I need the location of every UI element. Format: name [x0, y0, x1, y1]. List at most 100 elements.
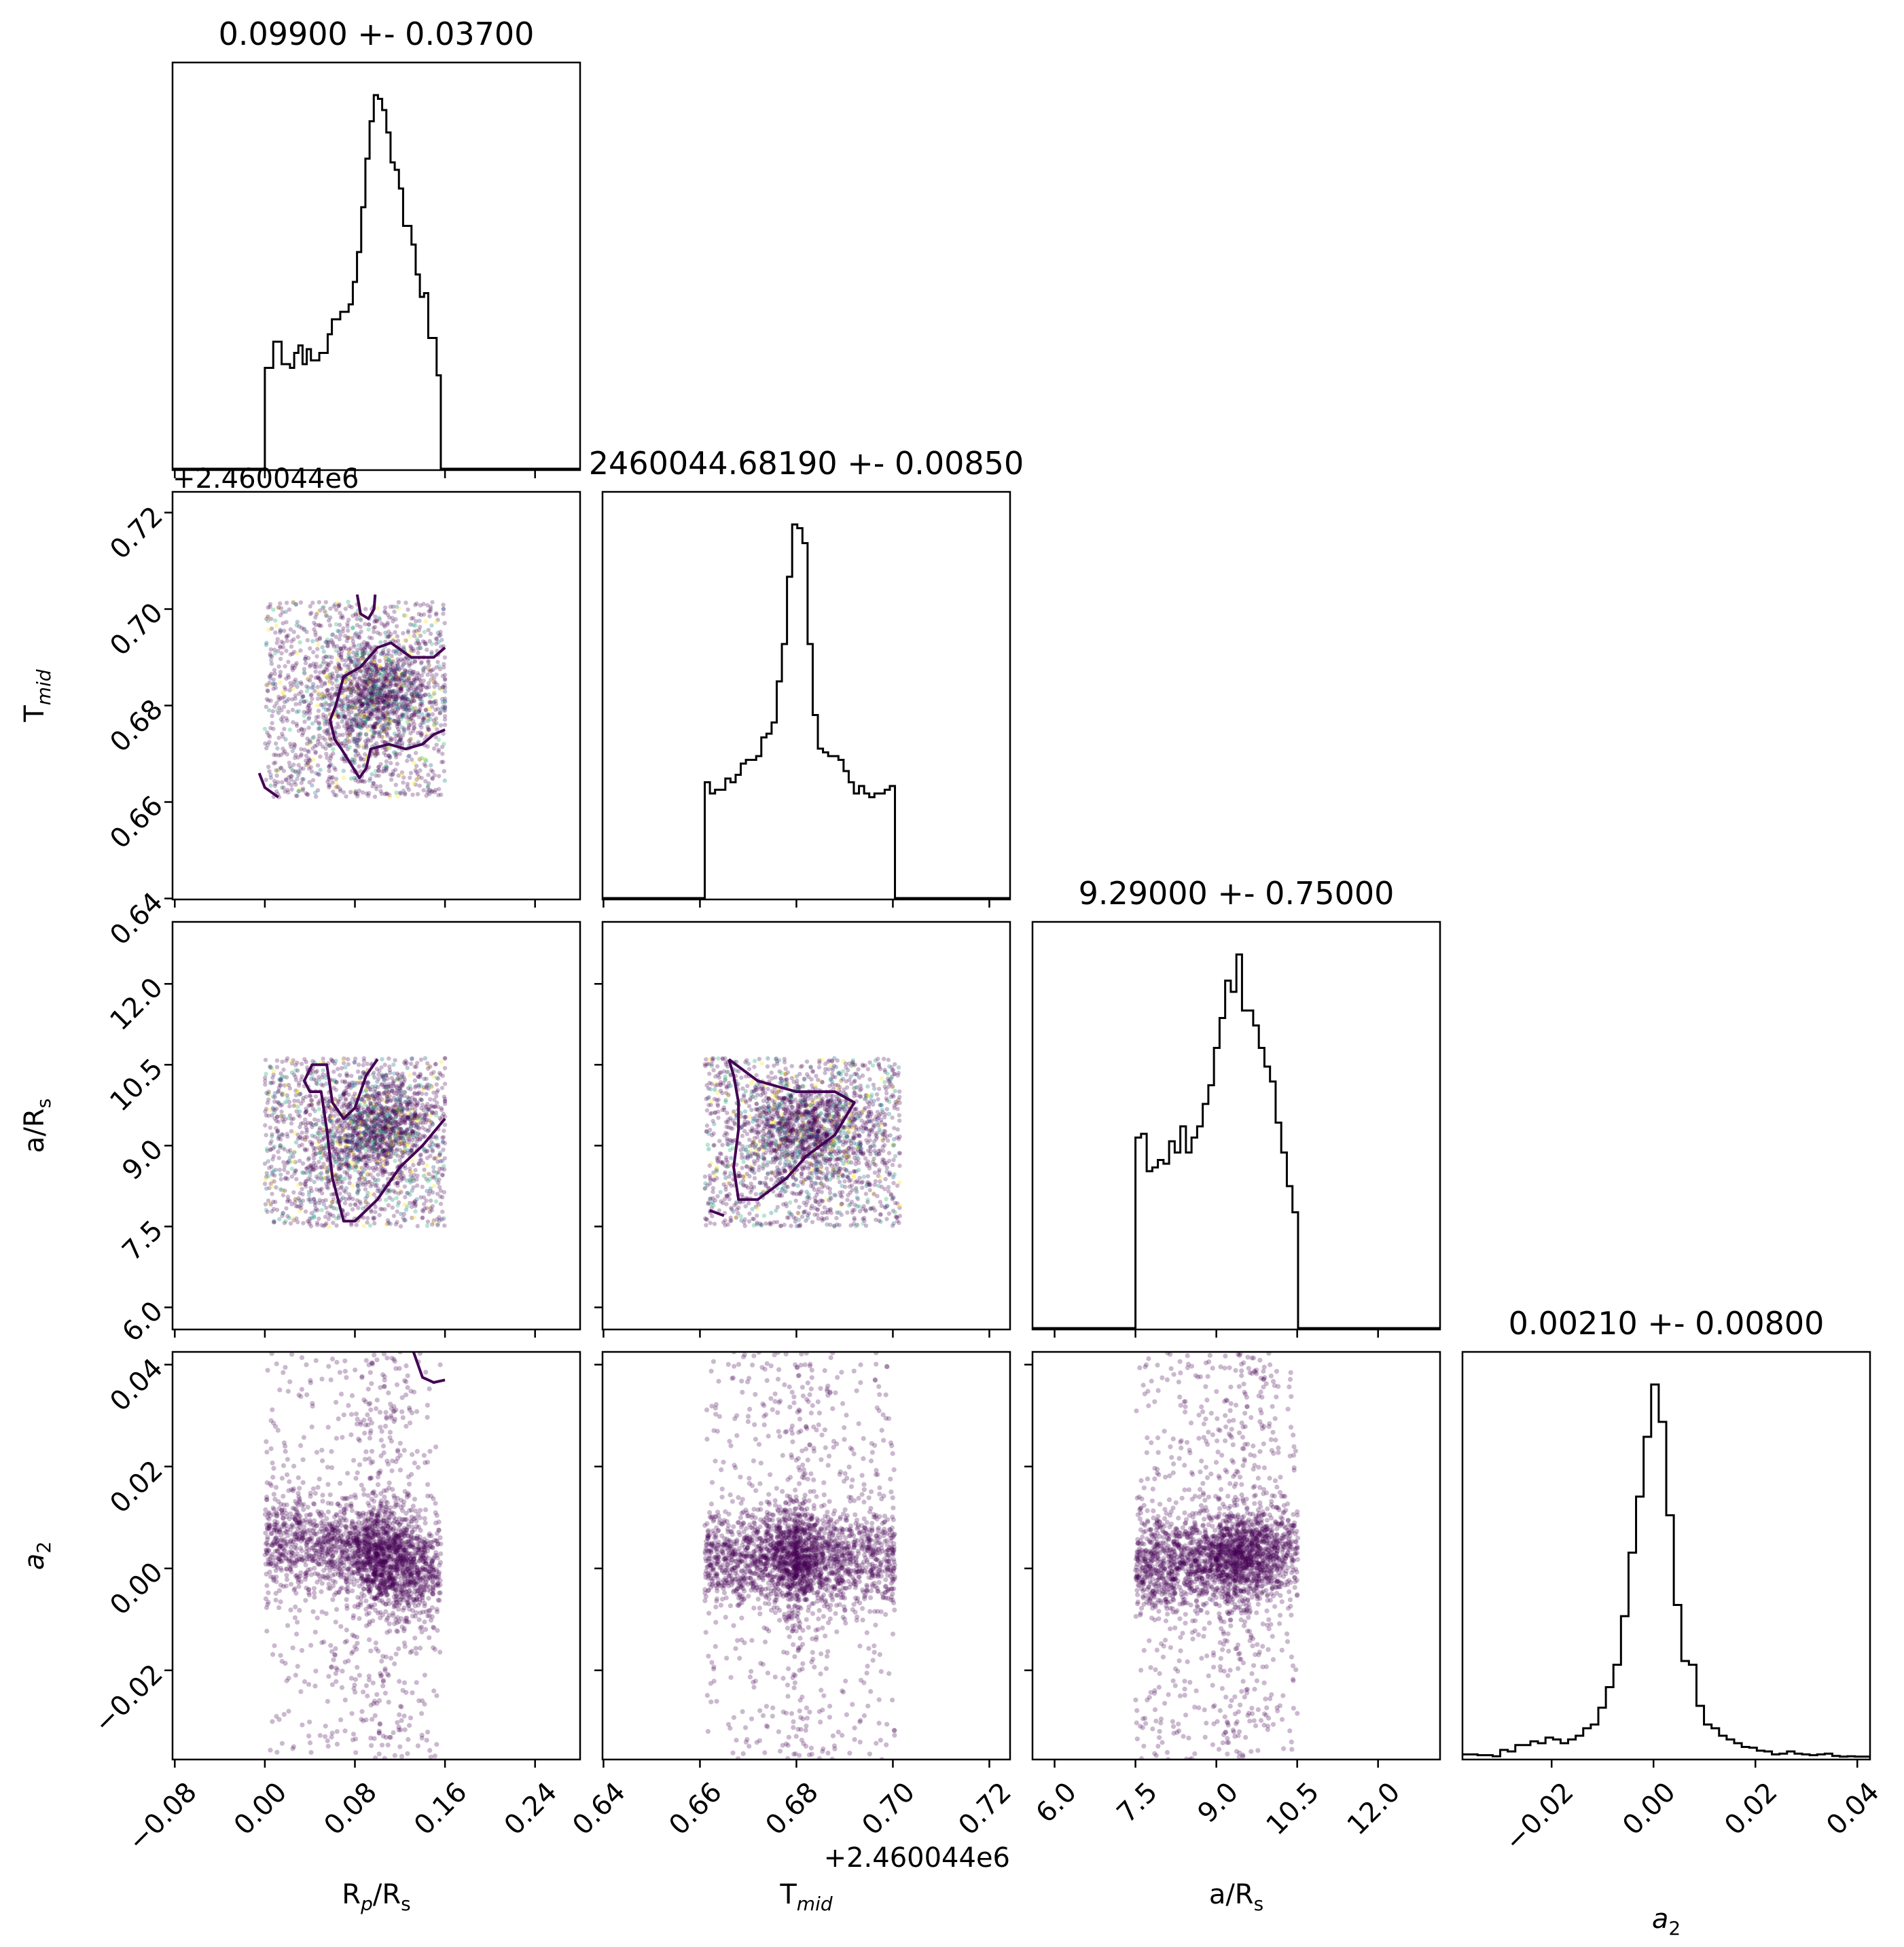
- scatter-point: [413, 1134, 418, 1139]
- scatter-point: [309, 692, 314, 697]
- scatter-point: [293, 1197, 298, 1202]
- scatter-point: [343, 1161, 348, 1166]
- scatter-point: [268, 605, 272, 609]
- scatter-point: [418, 1115, 423, 1121]
- scatter-point: [376, 671, 381, 676]
- scatter-point: [394, 698, 399, 702]
- scatter-point: [403, 1132, 408, 1137]
- scatter-point: [325, 1170, 329, 1175]
- scatter-point: [382, 609, 387, 614]
- scatter-point: [389, 1087, 395, 1092]
- scatter-point: [374, 1116, 378, 1121]
- scatter-point: [366, 1107, 371, 1111]
- scatter-point: [390, 1109, 395, 1113]
- scatter-point: [419, 701, 424, 706]
- scatter-point: [418, 1097, 423, 1102]
- scatter-point: [363, 1155, 367, 1160]
- scatter-point: [298, 770, 302, 774]
- scatter-point: [308, 1177, 313, 1182]
- scatter-point: [349, 1141, 355, 1145]
- scatter-point: [310, 1124, 315, 1130]
- scatter-point: [312, 1167, 317, 1173]
- scatter-point: [333, 1146, 338, 1151]
- scatter-point: [376, 719, 380, 725]
- scatter-point: [403, 702, 408, 707]
- scatter-point: [369, 692, 374, 696]
- scatter-point: [393, 698, 398, 702]
- scatter-point: [391, 709, 397, 715]
- scatter-point: [288, 774, 293, 779]
- scatter-point: [414, 694, 420, 698]
- scatter-point: [383, 699, 389, 704]
- scatter-point: [311, 1196, 317, 1201]
- scatter-point: [388, 1115, 393, 1120]
- scatter-point: [329, 676, 334, 681]
- scatter-point: [266, 698, 271, 703]
- scatter-point: [350, 659, 355, 664]
- scatter-point: [370, 724, 376, 728]
- scatter-point: [378, 1137, 383, 1142]
- scatter-point: [329, 1145, 335, 1149]
- scatter-point: [298, 680, 304, 685]
- scatter-point: [336, 1176, 341, 1181]
- scatter-point: [405, 1142, 410, 1147]
- scatter-point: [418, 681, 423, 686]
- scatter-point: [410, 1056, 414, 1060]
- scatter-point: [322, 719, 327, 724]
- scatter-point: [418, 1153, 423, 1158]
- scatter-point: [268, 775, 274, 780]
- scatter-point: [406, 1148, 410, 1153]
- scatter-point: [363, 1110, 368, 1115]
- scatter-point: [375, 694, 380, 700]
- scatter-point: [383, 1073, 389, 1078]
- scatter-point: [293, 1088, 298, 1093]
- scatter-point: [403, 1099, 408, 1105]
- scatter-point: [334, 1177, 339, 1181]
- scatter-point: [346, 1163, 351, 1168]
- scatter-point: [288, 1221, 293, 1226]
- scatter-point: [314, 664, 319, 670]
- scatter-point: [403, 1062, 408, 1067]
- scatter-point: [374, 697, 378, 702]
- scatter-point: [395, 717, 401, 722]
- scatter-point: [435, 1221, 440, 1226]
- scatter-point: [298, 640, 302, 645]
- scatter-point: [323, 737, 327, 742]
- scatter-point: [334, 1058, 338, 1063]
- scatter-point: [296, 789, 302, 793]
- scatter-point: [376, 683, 380, 689]
- scatter-point: [358, 687, 363, 692]
- scatter-point: [353, 719, 358, 724]
- scatter-point: [357, 712, 362, 717]
- scatter-point: [400, 1154, 406, 1158]
- scatter-point: [402, 671, 408, 676]
- scatter-point: [355, 1131, 360, 1137]
- scatter-point: [433, 680, 437, 685]
- scatter-point: [429, 763, 433, 768]
- scatter-point: [380, 1075, 386, 1080]
- scatter-point: [336, 673, 340, 679]
- scatter-point: [393, 694, 399, 699]
- scatter-point: [329, 1115, 334, 1120]
- scatter-point: [380, 1140, 384, 1145]
- scatter-point: [391, 1128, 396, 1133]
- scatter-point: [298, 766, 303, 771]
- scatter-point: [372, 1143, 377, 1147]
- scatter-point: [414, 1124, 419, 1128]
- scatter-point: [293, 1103, 298, 1107]
- scatter-point: [272, 1091, 278, 1096]
- scatter-point: [285, 639, 289, 643]
- scatter-point: [359, 629, 363, 634]
- scatter-point: [382, 1082, 388, 1087]
- scatter-point: [340, 1105, 344, 1109]
- scatter-point: [416, 1090, 422, 1095]
- scatter-point: [374, 1156, 379, 1161]
- scatter-point: [286, 709, 291, 714]
- scatter-point: [433, 787, 438, 793]
- scatter-point: [272, 1144, 277, 1149]
- scatter-point: [382, 675, 387, 680]
- scatter-point: [428, 1124, 433, 1129]
- scatter-point: [348, 693, 354, 698]
- scatter-point: [356, 1187, 361, 1192]
- scatter-point: [388, 1146, 393, 1151]
